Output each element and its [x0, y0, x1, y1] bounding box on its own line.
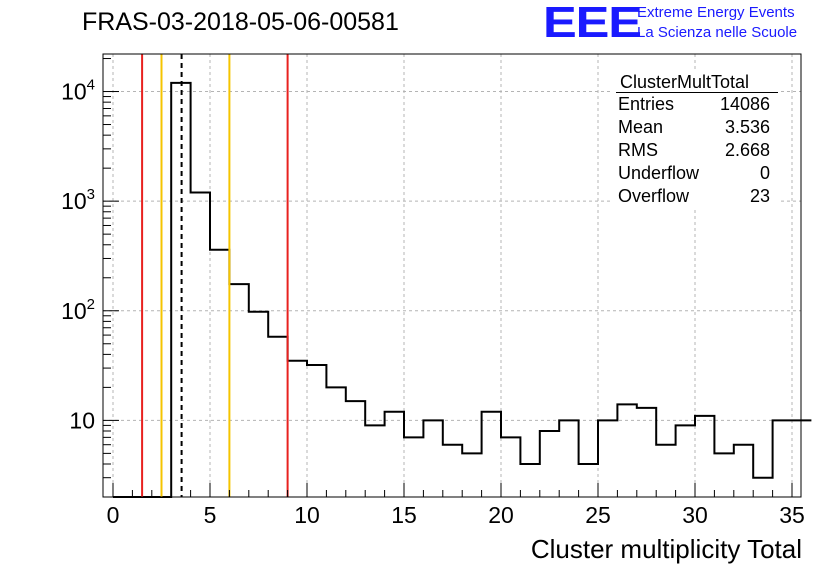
- histogram-bin: [753, 478, 772, 497]
- histogram-bin: [792, 420, 811, 497]
- histogram-bin: [385, 412, 404, 497]
- histogram-bin: [598, 420, 617, 497]
- stat-name: RMS: [618, 140, 658, 160]
- histogram-bin: [714, 453, 733, 497]
- x-axis-title: Cluster multiplicity Total: [530, 534, 802, 564]
- logo-line-2: La Scienza nelle Scuole: [637, 24, 798, 41]
- stat-name: Underflow: [618, 163, 700, 183]
- stat-value: 3.536: [724, 117, 770, 137]
- logo-mark: EEE: [543, 0, 642, 47]
- stats-divider: [616, 92, 778, 93]
- x-tick-label: 10: [294, 502, 320, 528]
- histogram-bin: [734, 445, 753, 497]
- stat-value: 23: [749, 186, 770, 206]
- stat-name: Overflow: [618, 186, 690, 206]
- stat-row-underflow: Underflow 0: [618, 163, 770, 185]
- histogram-bin: [268, 337, 287, 497]
- histogram-outline: [113, 81, 812, 498]
- histogram-bin: [520, 464, 539, 497]
- histogram-bin: [210, 250, 229, 497]
- histogram-bin: [288, 361, 307, 497]
- stat-value: 14086: [719, 94, 770, 114]
- plot-frame: [102, 53, 802, 498]
- histogram-bin: [617, 404, 636, 497]
- histogram-bin: [326, 387, 345, 497]
- histogram-bin: [404, 437, 423, 497]
- y-tick-label: 103: [61, 186, 95, 214]
- stat-row-mean: Mean 3.536: [618, 117, 770, 139]
- x-tick-label: 0: [107, 502, 120, 528]
- histogram-bin: [365, 425, 384, 497]
- histogram-bin: [656, 445, 675, 497]
- run-title: FRAS-03-2018-05-06-00581: [82, 8, 399, 36]
- x-tick-label: 35: [779, 502, 805, 528]
- stat-name: Mean: [618, 117, 664, 137]
- histogram-bin: [423, 420, 442, 497]
- histogram-bin: [229, 284, 248, 497]
- histogram-series: [113, 81, 812, 498]
- axes: 0 5 10 15 20 25 30 35 10 102 103 104: [61, 53, 805, 528]
- histogram-bin: [191, 192, 210, 497]
- histogram-bin: [559, 420, 578, 497]
- logo-line-1: Extreme Energy Events: [637, 4, 795, 21]
- histogram-bin: [443, 445, 462, 497]
- stat-row-overflow: Overflow 23: [618, 186, 770, 208]
- x-tick-label: 15: [391, 502, 417, 528]
- histogram-bin: [462, 453, 481, 497]
- histogram-bin: [695, 416, 714, 497]
- histogram-bin: [482, 412, 501, 497]
- histogram-bin: [773, 420, 792, 497]
- x-tick-label: 25: [585, 502, 611, 528]
- histogram-bin: [501, 437, 520, 497]
- y-tick-label: 104: [61, 77, 95, 105]
- histogram-bin: [346, 401, 365, 497]
- histogram-bin: [637, 408, 656, 497]
- histogram-bin: [249, 312, 268, 497]
- stat-value: 0: [759, 163, 770, 183]
- y-tick-label: 10: [69, 407, 95, 433]
- stat-name: Entries: [618, 94, 675, 114]
- histogram-bin: [540, 431, 559, 497]
- histogram-bin: [676, 425, 695, 497]
- histogram-bin: [307, 365, 326, 497]
- stat-row-rms: RMS 2.668: [618, 140, 770, 162]
- x-tick-label: 5: [204, 502, 217, 528]
- stat-value: 2.668: [724, 140, 770, 160]
- x-tick-label: 20: [488, 502, 514, 528]
- stats-title: ClusterMultTotal: [620, 72, 750, 92]
- y-tick-label: 102: [61, 296, 95, 324]
- histogram-bin: [579, 464, 598, 497]
- x-tick-label: 30: [682, 502, 708, 528]
- stat-row-entries: Entries 14086: [618, 94, 770, 116]
- stats-box: ClusterMultTotal Entries 14086 Mean 3.53…: [610, 70, 780, 210]
- marker-lines: [141, 54, 289, 497]
